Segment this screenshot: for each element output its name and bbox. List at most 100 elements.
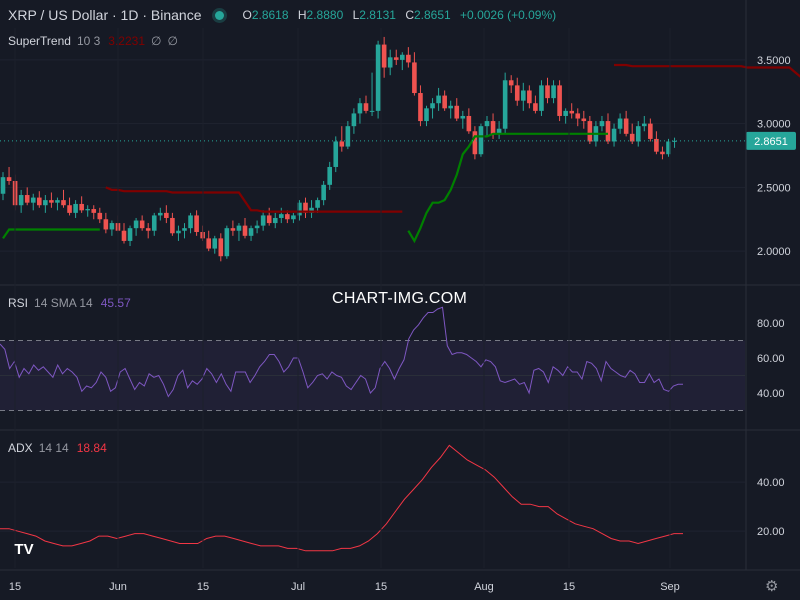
gear-icon[interactable]: ⚙ [765,578,779,595]
candle-body [230,228,236,231]
candle-body [660,151,665,155]
candle-body [321,184,326,201]
rsi-legend[interactable]: RSI 14 SMA 14 45.57 [8,296,131,310]
candle-body [369,110,375,112]
supertrend-legend[interactable]: SuperTrend 10 3 3.2231 ∅ ∅ [8,34,178,48]
candle-body [611,128,617,142]
rsi-tick-label: 60.00 [757,353,785,365]
price-tick-label: 2.5000 [757,182,791,194]
time-tick-label: 15 [197,581,209,593]
adx-legend[interactable]: ADX 14 14 18.84 [8,441,107,455]
chart-header: XRP / US Dollar · 1D · Binance O2.8618 H… [8,7,562,23]
candle-body [533,103,538,111]
symbol-title[interactable]: XRP / US Dollar · 1D · Binance [8,7,202,23]
candle-body [412,62,417,94]
candle-body [303,202,308,213]
candle-body [91,209,97,213]
candle-body [648,123,653,139]
candle-body [363,103,369,111]
candle-body [448,105,453,109]
candle-body [406,54,411,63]
empty-set-icon: ∅ [167,34,178,48]
rsi-tick-label: 40.00 [757,388,785,400]
candle-body [387,57,393,68]
candle-body [73,203,78,213]
candle-body [430,103,435,109]
candle-body [61,200,66,206]
candle-body [236,225,242,231]
last-price-label: 2.8651 [754,136,788,148]
candle-body [279,214,284,218]
candle-body [381,44,387,68]
candle-body [30,197,36,203]
candle-body [194,215,199,232]
time-tick-label: 15 [375,581,387,593]
candle-body [133,220,139,229]
tradingview-logo[interactable]: TV [14,541,34,558]
empty-set-icon: ∅ [151,34,162,48]
candle-body [139,220,145,229]
candle-body [170,217,175,234]
candle-body [442,95,447,109]
candle-body [151,215,157,231]
candle-body [484,121,490,127]
watermark: CHART-IMG.COM [332,290,468,307]
open-label: O [242,8,252,22]
candle-body [291,215,296,220]
candle-body [393,57,399,60]
candle-body [18,195,24,206]
candle-body [472,131,478,155]
low-value: 2.8131 [359,8,396,22]
market-status-icon [215,10,225,20]
candle-body [514,85,520,101]
time-tick-label: Jul [291,581,305,593]
candle-body [454,105,460,119]
rsi-value: 45.57 [100,296,131,310]
candle-body [127,228,133,241]
candle-body [617,118,623,129]
candle-body [599,121,605,127]
candle-body [527,90,532,104]
price-tick-label: 2.0000 [757,246,791,258]
candle-body [563,110,568,116]
candle-body [545,85,550,99]
supertrend-params: 10 3 [76,34,101,48]
close-value: 2.8651 [414,8,451,22]
candle-body [400,54,405,60]
last-price-badge [746,131,796,150]
price-tick-label: 3.5000 [757,55,791,67]
candle-body [158,212,163,216]
candle-body [551,85,556,99]
candle-body [24,195,30,203]
candle-body [587,121,593,142]
candle-body [145,228,151,231]
adx-params: 14 14 [38,441,69,455]
close-label: C [405,8,414,22]
supertrend-line [407,132,608,244]
candle-body [666,141,671,155]
candle-body [309,207,314,213]
time-tick-label: Sep [660,581,680,593]
price-tick-label: 3.0000 [757,119,791,131]
rsi-params: 14 SMA 14 [34,296,93,310]
candle-body [6,177,12,181]
candle-body [654,138,659,152]
candle-body [242,225,248,236]
candle-body [375,44,381,111]
candle-body [315,200,320,208]
time-tick-label: 15 [563,581,575,593]
supertrend-line [2,228,100,240]
candle-body [466,115,472,132]
candle-body [357,103,363,114]
candle-body [581,118,587,122]
candle-body [460,115,466,119]
high-value: 2.8880 [306,8,344,22]
candle-body [85,209,90,211]
candle-body [508,80,514,86]
candle-body [79,203,84,211]
rsi-name: RSI [8,296,29,310]
candle-body [418,93,423,122]
high-label: H [297,8,307,22]
candle-body [109,223,115,230]
